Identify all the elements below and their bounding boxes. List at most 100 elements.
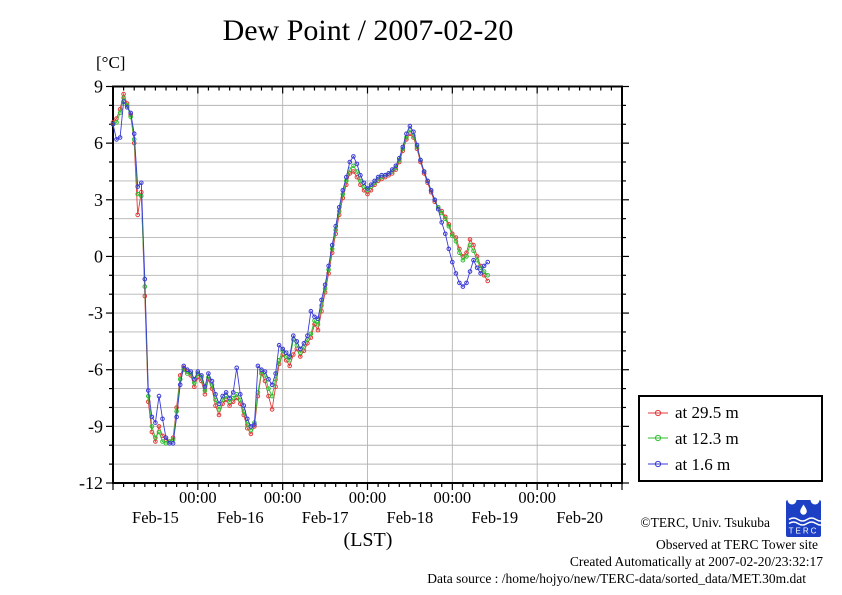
data-point bbox=[421, 169, 427, 174]
data-point bbox=[453, 239, 459, 244]
data-point bbox=[259, 367, 264, 373]
x-day-label: Feb-19 bbox=[471, 508, 518, 527]
credit-observed: Observed at TERC Tower site bbox=[655, 537, 818, 552]
data-point bbox=[153, 435, 158, 441]
data-point bbox=[131, 131, 137, 136]
gridlines bbox=[113, 86, 622, 483]
credit-copyright: ©TERC, Univ. Tsukuba bbox=[640, 515, 770, 530]
data-point bbox=[485, 278, 491, 284]
x-midnight-label: 00:00 bbox=[264, 488, 302, 507]
data-point bbox=[114, 137, 119, 142]
terc-logo: TERC bbox=[786, 500, 821, 537]
x-day-label: Feb-17 bbox=[302, 508, 349, 527]
legend-row-1-6m: at 1.6 m bbox=[647, 456, 817, 473]
data-point bbox=[485, 273, 491, 278]
data-point bbox=[216, 401, 222, 407]
data-point bbox=[450, 259, 455, 265]
data-point bbox=[425, 178, 430, 184]
data-point bbox=[354, 161, 360, 167]
x-day-label: Feb-18 bbox=[387, 508, 434, 527]
data-point bbox=[266, 386, 271, 391]
data-point bbox=[216, 407, 222, 412]
data-point bbox=[269, 393, 275, 399]
data-point bbox=[287, 363, 293, 369]
data-point bbox=[319, 297, 324, 303]
data-point bbox=[195, 369, 201, 374]
legend-marker-icon bbox=[648, 435, 668, 442]
data-point bbox=[467, 269, 473, 274]
data-point bbox=[230, 390, 236, 395]
data-point bbox=[298, 346, 303, 352]
data-point bbox=[287, 354, 293, 359]
data-point bbox=[407, 123, 413, 129]
data-point bbox=[252, 422, 257, 427]
data-point bbox=[467, 242, 473, 248]
data-point bbox=[283, 350, 289, 356]
data-point bbox=[135, 212, 140, 218]
data-point bbox=[358, 178, 363, 184]
data-point bbox=[464, 254, 469, 259]
series-line-at-12-3-m bbox=[112, 96, 489, 444]
legend-row-29-5m: at 29.5 m bbox=[647, 404, 817, 421]
data-point bbox=[432, 197, 438, 203]
data-point bbox=[216, 412, 222, 418]
data-point bbox=[234, 365, 239, 371]
data-point bbox=[139, 180, 144, 186]
data-point bbox=[457, 280, 462, 286]
y-tick-labels: 9 6 3 0 -3 -6 -9 -12 bbox=[79, 77, 103, 494]
data-point bbox=[206, 371, 211, 376]
data-point bbox=[153, 420, 158, 425]
data-point bbox=[255, 363, 261, 369]
y-tick-label: -6 bbox=[88, 360, 103, 380]
legend-label: at 12.3 m bbox=[675, 428, 739, 448]
data-point bbox=[329, 242, 335, 248]
data-point bbox=[117, 135, 123, 140]
y-axis-unit-label: [°C] bbox=[96, 53, 126, 72]
data-point bbox=[114, 120, 119, 125]
y-tick-label: -3 bbox=[88, 303, 103, 323]
data-point bbox=[213, 392, 218, 397]
data-point bbox=[460, 284, 466, 289]
data-point bbox=[443, 231, 448, 237]
x-day-labels: Feb-15 Feb-16 Feb-17 Feb-18 Feb-19 Feb-20 bbox=[132, 508, 603, 527]
x-midnight-label: 00:00 bbox=[179, 488, 217, 507]
data-point bbox=[439, 210, 445, 216]
data-point bbox=[344, 174, 349, 180]
data-point bbox=[192, 376, 197, 382]
data-point bbox=[245, 422, 250, 427]
data-point bbox=[156, 393, 162, 399]
data-point bbox=[308, 308, 314, 314]
y-tick-label: 3 bbox=[94, 190, 103, 210]
data-point bbox=[269, 382, 275, 388]
data-point bbox=[142, 276, 148, 282]
data-point bbox=[446, 246, 452, 252]
data-point bbox=[333, 223, 339, 229]
data-point bbox=[149, 414, 155, 420]
credit-source: Data source : /home/hojyo/new/TERC-data/… bbox=[427, 571, 806, 586]
data-point bbox=[280, 346, 286, 352]
data-point bbox=[439, 220, 445, 225]
data-point bbox=[375, 174, 381, 180]
legend-box: at 29.5 m at 12.3 m at 1.6 m bbox=[638, 395, 823, 482]
x-midnight-label: 00:00 bbox=[434, 488, 472, 507]
data-point bbox=[315, 327, 321, 333]
data-point bbox=[372, 178, 377, 184]
data-point bbox=[464, 280, 469, 286]
x-midnight-label: 00:00 bbox=[518, 488, 556, 507]
data-point bbox=[266, 376, 271, 382]
data-point bbox=[474, 265, 480, 271]
data-point bbox=[481, 269, 487, 274]
data-point bbox=[227, 395, 232, 401]
data-point bbox=[446, 223, 452, 229]
plot-border bbox=[112, 85, 623, 484]
data-point bbox=[156, 429, 162, 435]
data-point bbox=[315, 316, 321, 322]
data-point bbox=[276, 342, 282, 348]
data-point bbox=[262, 369, 268, 374]
data-point bbox=[177, 382, 183, 388]
data-point bbox=[241, 403, 247, 408]
data-point bbox=[174, 414, 179, 420]
series-line-at-29-5-m bbox=[112, 92, 489, 444]
data-point bbox=[273, 371, 278, 376]
